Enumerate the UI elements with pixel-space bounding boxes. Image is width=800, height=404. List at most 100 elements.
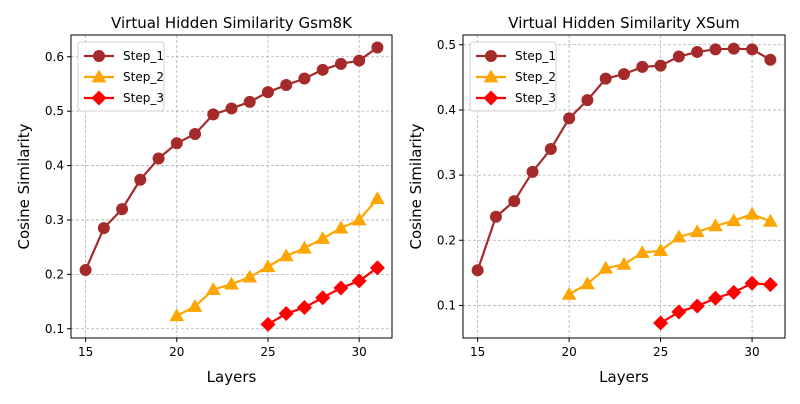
legend-marker-step_3: [91, 90, 107, 106]
data-point-step_1: [727, 42, 740, 55]
legend-marker-step_3: [483, 90, 499, 106]
data-point-step_2: [653, 243, 668, 257]
series-line-step_2: [568, 213, 771, 296]
legend-label-step_2: Step_2: [515, 70, 556, 84]
data-point-step_3: [653, 315, 669, 331]
data-point-step_1: [189, 128, 202, 141]
y-tick-label: 0.2: [45, 267, 64, 281]
data-point-step_1: [489, 210, 502, 223]
data-point-step_1: [691, 45, 704, 58]
data-point-step_2: [671, 229, 687, 243]
data-point-step_3: [315, 290, 331, 306]
data-point-step_1: [599, 72, 612, 85]
data-point-step_1: [672, 50, 685, 63]
y-axis-label: Cosine Similarity: [407, 123, 425, 249]
data-point-step_1: [152, 152, 165, 165]
data-point-step_1: [709, 43, 722, 56]
plot-frame: [462, 34, 786, 339]
legend: Step_1 Step_2 Step_3: [469, 41, 557, 112]
data-point-step_1: [207, 108, 220, 121]
data-point-step_1: [225, 102, 238, 115]
y-tick-label: 0.1: [437, 298, 456, 312]
y-axis-label: Cosine Similarity: [15, 123, 33, 249]
data-point-step_2: [205, 282, 221, 295]
data-point-step_2: [297, 240, 312, 254]
data-point-step_1: [636, 60, 649, 73]
data-point-step_1: [353, 54, 366, 67]
x-axis-label: Layers: [207, 368, 257, 386]
y-tick-label: 0.6: [45, 50, 64, 64]
data-point-step_2: [561, 286, 577, 300]
legend-marker-step_2: [91, 69, 107, 83]
y-tick-label: 0.4: [437, 103, 456, 117]
plot-frame: [70, 34, 393, 339]
data-point-step_2: [169, 308, 185, 322]
data-point-step_1: [170, 137, 183, 150]
legend-label-step_3: Step_3: [123, 91, 164, 105]
data-point-step_1: [746, 43, 759, 56]
data-point-step_1: [371, 41, 384, 54]
legend-marker-step_2: [483, 69, 499, 83]
data-point-step_2: [187, 298, 203, 312]
legend: Step_1 Step_2 Step_3: [77, 41, 165, 112]
legend-label-step_3: Step_3: [515, 91, 556, 105]
data-point-step_2: [744, 206, 760, 220]
data-point-step_2: [315, 230, 331, 244]
data-point-step_2: [224, 276, 239, 290]
data-point-step_2: [370, 191, 385, 205]
x-tick-label: 30: [744, 345, 759, 359]
data-point-step_1: [581, 94, 594, 107]
data-point-step_3: [351, 273, 367, 289]
data-point-step_3: [671, 304, 687, 320]
x-tick-label: 25: [260, 345, 275, 359]
data-point-step_2: [278, 248, 294, 262]
data-point-step_1: [79, 264, 92, 277]
y-tick-label: 0.5: [437, 38, 456, 52]
x-tick-label: 25: [653, 345, 668, 359]
chart-title: Virtual Hidden Similarity XSum: [508, 14, 739, 32]
data-point-step_1: [563, 112, 576, 125]
x-tick-label: 30: [352, 345, 367, 359]
data-point-step_2: [634, 245, 650, 259]
data-point-step_2: [598, 260, 614, 274]
data-point-step_2: [726, 213, 742, 227]
data-point-step_3: [689, 298, 705, 314]
data-point-step_1: [298, 72, 311, 85]
data-point-step_2: [763, 213, 778, 227]
data-point-step_1: [471, 264, 484, 277]
data-point-step_2: [242, 269, 258, 283]
data-point-step_1: [134, 173, 147, 186]
data-point-step_1: [280, 79, 293, 92]
y-tick-label: 0.2: [437, 233, 456, 247]
data-point-step_1: [764, 53, 777, 66]
x-axis-label: Layers: [599, 368, 649, 386]
data-point-step_3: [744, 275, 760, 291]
data-point-step_2: [616, 256, 632, 270]
data-point-step_3: [707, 290, 723, 306]
data-point-step_1: [508, 195, 521, 208]
x-tick-label: 15: [470, 345, 485, 359]
data-point-step_1: [316, 63, 329, 76]
data-point-step_1: [97, 222, 110, 235]
data-point-step_1: [261, 86, 274, 99]
legend-marker-step_1: [485, 50, 497, 62]
data-point-step_2: [260, 259, 276, 273]
y-tick-label: 0.4: [45, 159, 64, 173]
data-point-step_1: [243, 95, 256, 108]
data-point-step_1: [654, 59, 667, 72]
data-point-step_3: [762, 277, 778, 293]
chart-title: Virtual Hidden Similarity Gsm8K: [111, 14, 353, 32]
y-tick-label: 0.5: [45, 104, 64, 118]
data-point-step_2: [708, 218, 723, 232]
data-point-step_1: [116, 203, 129, 216]
data-point-step_1: [544, 143, 557, 156]
data-point-step_3: [296, 300, 312, 316]
x-tick-label: 20: [169, 345, 184, 359]
data-point-step_1: [618, 68, 630, 81]
data-point-step_2: [580, 276, 595, 290]
legend-label-step_1: Step_1: [123, 49, 164, 63]
data-point-step_3: [278, 306, 294, 322]
x-tick-label: 15: [78, 345, 93, 359]
